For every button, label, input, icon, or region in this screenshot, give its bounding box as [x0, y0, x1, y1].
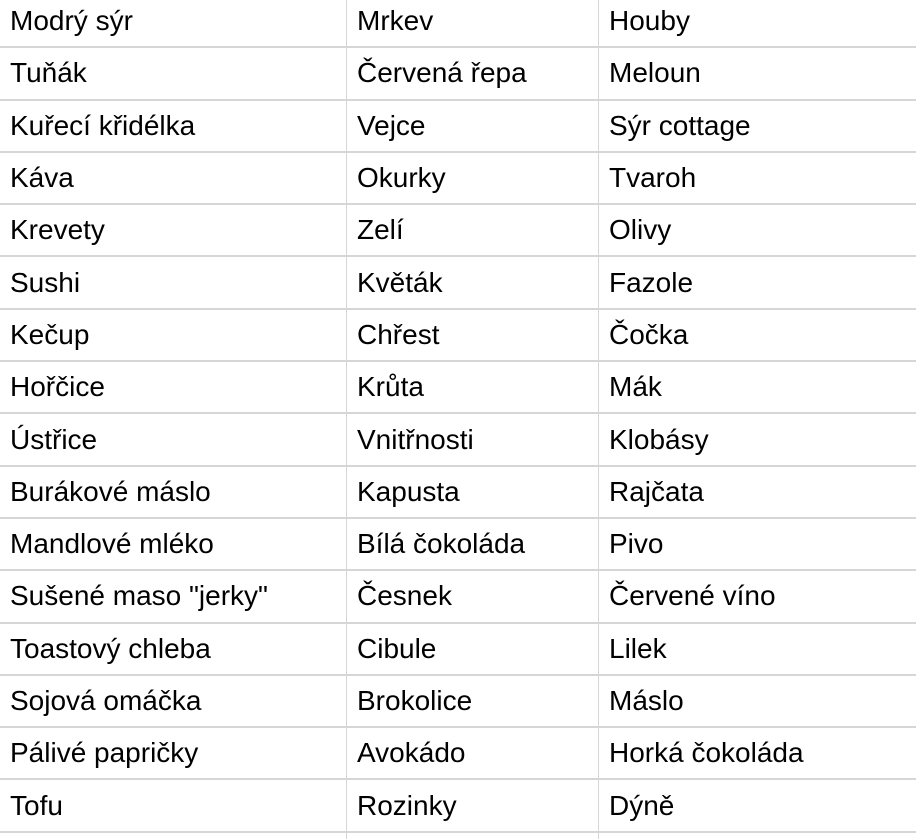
table-cell[interactable]: Červené víno: [599, 571, 916, 624]
table-cell[interactable]: Máslo: [599, 675, 916, 729]
table-cell[interactable]: Horká čokoláda: [599, 728, 916, 781]
table-cell[interactable]: Kapusta: [347, 466, 599, 519]
table-cell[interactable]: Květák: [347, 257, 599, 310]
table-cell[interactable]: Hořčice: [0, 362, 347, 415]
table-cell[interactable]: Mrkev: [347, 0, 599, 49]
table-cell[interactable]: [347, 832, 599, 839]
table-cell[interactable]: Tvaroh: [599, 152, 916, 206]
table-cell[interactable]: Fazole: [599, 257, 916, 310]
table-cell[interactable]: [0, 832, 347, 839]
table-cell[interactable]: Lilek: [599, 623, 916, 676]
table-cell[interactable]: Houby: [599, 0, 916, 49]
table-cell[interactable]: Kečup: [0, 309, 347, 363]
table-cell[interactable]: Sýr cottage: [599, 100, 916, 153]
table-cell[interactable]: Tofu: [0, 780, 347, 833]
table-cell[interactable]: Meloun: [599, 48, 916, 101]
table-cell[interactable]: Sojová omáčka: [0, 675, 347, 729]
table-cell[interactable]: Brokolice: [347, 675, 599, 729]
table-cell[interactable]: Zelí: [347, 205, 599, 258]
table-cell[interactable]: Bílá čokoláda: [347, 518, 599, 572]
table-cell[interactable]: Pivo: [599, 518, 916, 572]
table-cell[interactable]: Burákové máslo: [0, 466, 347, 519]
table-cell[interactable]: Česnek: [347, 571, 599, 624]
table-cell[interactable]: Rozinky: [347, 780, 599, 833]
table-cell[interactable]: Sušené maso "jerky": [0, 571, 347, 624]
table-cell[interactable]: Rajčata: [599, 466, 916, 519]
table-cell[interactable]: Káva: [0, 152, 347, 206]
table-cell[interactable]: Vnitřnosti: [347, 414, 599, 467]
table-cell[interactable]: Kuřecí křidélka: [0, 100, 347, 153]
table-cell[interactable]: Okurky: [347, 152, 599, 206]
table-cell[interactable]: Sushi: [0, 257, 347, 310]
table-cell[interactable]: Modrý sýr: [0, 0, 347, 49]
table-cell[interactable]: Krůta: [347, 362, 599, 415]
table-cell[interactable]: [599, 832, 916, 839]
table-cell[interactable]: Mák: [599, 362, 916, 415]
table-cell[interactable]: Klobásy: [599, 414, 916, 467]
table-cell[interactable]: Čočka: [599, 309, 916, 363]
table-cell[interactable]: Cibule: [347, 623, 599, 676]
table-cell[interactable]: Mandlové mléko: [0, 518, 347, 572]
table-cell[interactable]: Červená řepa: [347, 48, 599, 101]
table-cell[interactable]: Vejce: [347, 100, 599, 153]
table-cell[interactable]: Krevety: [0, 205, 347, 258]
table-cell[interactable]: Chřest: [347, 309, 599, 363]
table-cell[interactable]: Ústřice: [0, 414, 347, 467]
table-cell[interactable]: Toastový chleba: [0, 623, 347, 676]
table-cell[interactable]: Pálivé papričky: [0, 728, 347, 781]
table-cell[interactable]: Dýně: [599, 780, 916, 833]
table-cell[interactable]: Tuňák: [0, 48, 347, 101]
table-cell[interactable]: Olivy: [599, 205, 916, 258]
table-cell[interactable]: Avokádo: [347, 728, 599, 781]
